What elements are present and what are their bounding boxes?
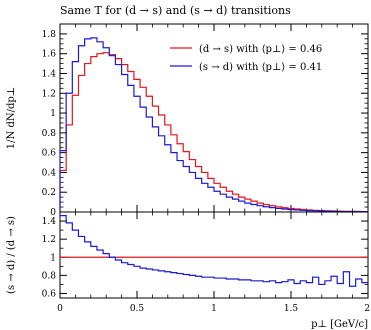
bottom-y-tick-label: 1.4 [42, 217, 57, 227]
bottom-y-ticks: 0.6 0.8 1 1.2 1.4 [42, 217, 368, 299]
bottom-x-ticks: 0 0.5 1 1.5 2 [57, 212, 370, 314]
bottom-x-tick-label: 1.5 [284, 304, 299, 314]
top-y-tick-label: 0.6 [42, 149, 57, 159]
top-y-tick-label: 0.2 [42, 188, 56, 198]
bottom-x-tick-label: 0 [57, 304, 63, 314]
bottom-x-tick-label: 0.5 [130, 304, 145, 314]
top-y-tick-label: 1 [50, 109, 56, 119]
legend-label-s-to-d: (s → d) with ⟨p⊥⟩ = 0.41 [199, 62, 322, 73]
ratio-series-line-0 [60, 215, 368, 287]
bottom-x-tick-label: 1 [211, 304, 217, 314]
x-axis-label: p⊥ [GeV/c] [311, 319, 368, 330]
bottom-series [60, 215, 368, 287]
top-y-tick-label: 1.4 [42, 69, 57, 79]
top-y-tick-label: 1.2 [42, 89, 56, 99]
bottom-y-tick-label: 0.8 [42, 271, 57, 281]
top-y-tick-label: 0.8 [42, 129, 57, 139]
top-y-tick-label: 1.8 [42, 30, 57, 40]
top-y-tick-label: 1.6 [42, 50, 57, 60]
legend-label-d-to-s: (d → s) with ⟨p⊥⟩ = 0.46 [199, 44, 322, 55]
top-series [59, 37, 368, 213]
top-plot: 0 0.2 0.4 0.6 0.8 1 1.2 1.4 1.6 1.8 (d → s) with … [6, 23, 369, 218]
bottom-x-tick-label: 2 [364, 304, 370, 314]
bottom-y-axis-label: (s → d) / (d → s) [6, 216, 17, 294]
legend: (d → s) with ⟨p⊥⟩ = 0.46 (s → d) with ⟨p… [170, 44, 322, 73]
top-y-ticks: 0 0.2 0.4 0.6 0.8 1 1.2 1.4 1.6 1.8 [42, 24, 369, 218]
bottom-y-tick-label: 1.2 [42, 235, 56, 245]
bottom-plot-frame [59, 211, 369, 299]
chart-title: Same T for (d → s) and (s → d) transitio… [60, 4, 291, 17]
top-y-axis-label: 1/N dN/dp⊥ [6, 87, 17, 149]
top-series-line-1 [59, 37, 368, 213]
bottom-plot: 0.6 0.8 1 1.2 1.4 0 0.5 1 1.5 2 (s → d) / (d → s… [6, 211, 370, 330]
top-y-tick-label: 0.4 [42, 168, 57, 178]
bottom-y-tick-label: 1 [50, 253, 56, 263]
top-y-tick-label: 0 [50, 208, 56, 218]
bottom-y-tick-label: 0.6 [42, 289, 57, 299]
